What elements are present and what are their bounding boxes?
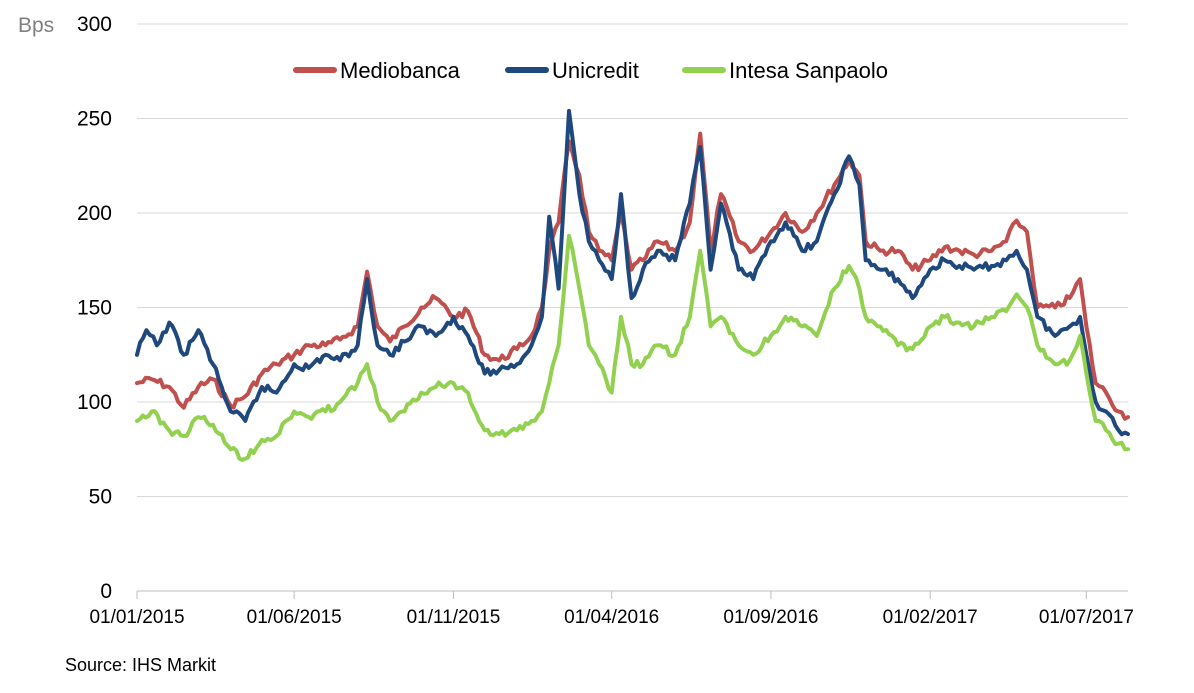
gridlines xyxy=(137,23,1128,497)
source-note: Source: IHS Markit xyxy=(65,655,216,675)
y-tick-label: 300 xyxy=(77,13,112,36)
y-tick-label: 50 xyxy=(89,486,112,509)
legend: Mediobanca Unicredit Intesa Sanpaolo xyxy=(293,58,888,83)
y-axis-unit-label: Bps xyxy=(18,14,54,37)
y-tick-label: 150 xyxy=(77,297,112,320)
x-tick-label: 01/04/2016 xyxy=(564,607,659,628)
series-line-mediobanca xyxy=(135,131,1130,421)
x-tick-label: 01/07/2017 xyxy=(1039,607,1134,628)
legend-label: Unicredit xyxy=(552,58,639,83)
x-tick-label: 01/11/2015 xyxy=(407,607,501,628)
x-tick-label: 01/02/2017 xyxy=(883,607,978,628)
y-tick-label: 100 xyxy=(77,391,112,414)
x-tick-label: 01/01/2015 xyxy=(89,607,184,628)
series-line-intesa-sanpaolo xyxy=(135,233,1130,462)
legend-label: Mediobanca xyxy=(340,58,461,83)
x-tick-label: 01/06/2015 xyxy=(247,607,342,628)
series-lines xyxy=(135,108,1130,462)
x-tick-label: 01/09/2016 xyxy=(723,607,818,628)
y-tick-label: 250 xyxy=(77,108,112,131)
y-tick-label: 200 xyxy=(77,202,112,225)
y-tick-label: 0 xyxy=(100,580,112,603)
series-line-unicredit xyxy=(135,108,1130,437)
axes: 0 50 100 150 200 250 300 01/01/2015 01/06/2015 01… xyxy=(77,13,1134,628)
legend-label: Intesa Sanpaolo xyxy=(729,58,888,83)
